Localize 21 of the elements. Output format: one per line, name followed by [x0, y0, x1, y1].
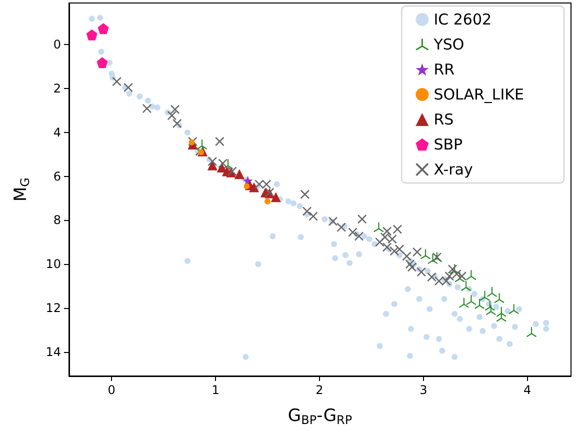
- legend-label: SBP: [434, 136, 463, 154]
- legend-label: RS: [434, 110, 454, 128]
- x-tick-label: 0: [108, 383, 116, 397]
- y-tick-label: 2: [53, 82, 61, 96]
- x-tick-label: 3: [420, 383, 428, 397]
- x-tick-label: 1: [212, 383, 220, 397]
- y-tick-label: 12: [46, 300, 61, 315]
- y-tick-label: 14: [46, 344, 61, 359]
- legend-label: IC 2602: [434, 10, 492, 28]
- y-tick-label: 8: [53, 213, 61, 228]
- x-tick-label: 4: [524, 383, 532, 397]
- legend-label: YSO: [432, 36, 464, 54]
- y-tick-label: 4: [53, 125, 61, 140]
- legend-label: RR: [434, 60, 455, 78]
- y-tick-label: 0: [53, 38, 61, 52]
- y-axis-title: MG: [11, 178, 32, 202]
- x-tick-label: 2: [316, 383, 324, 397]
- y-tick-label: 10: [46, 257, 61, 272]
- y-tick-label: 6: [53, 169, 61, 184]
- legend-label: X-ray: [434, 160, 473, 178]
- legend-label: SOLAR_LIKE: [434, 86, 524, 104]
